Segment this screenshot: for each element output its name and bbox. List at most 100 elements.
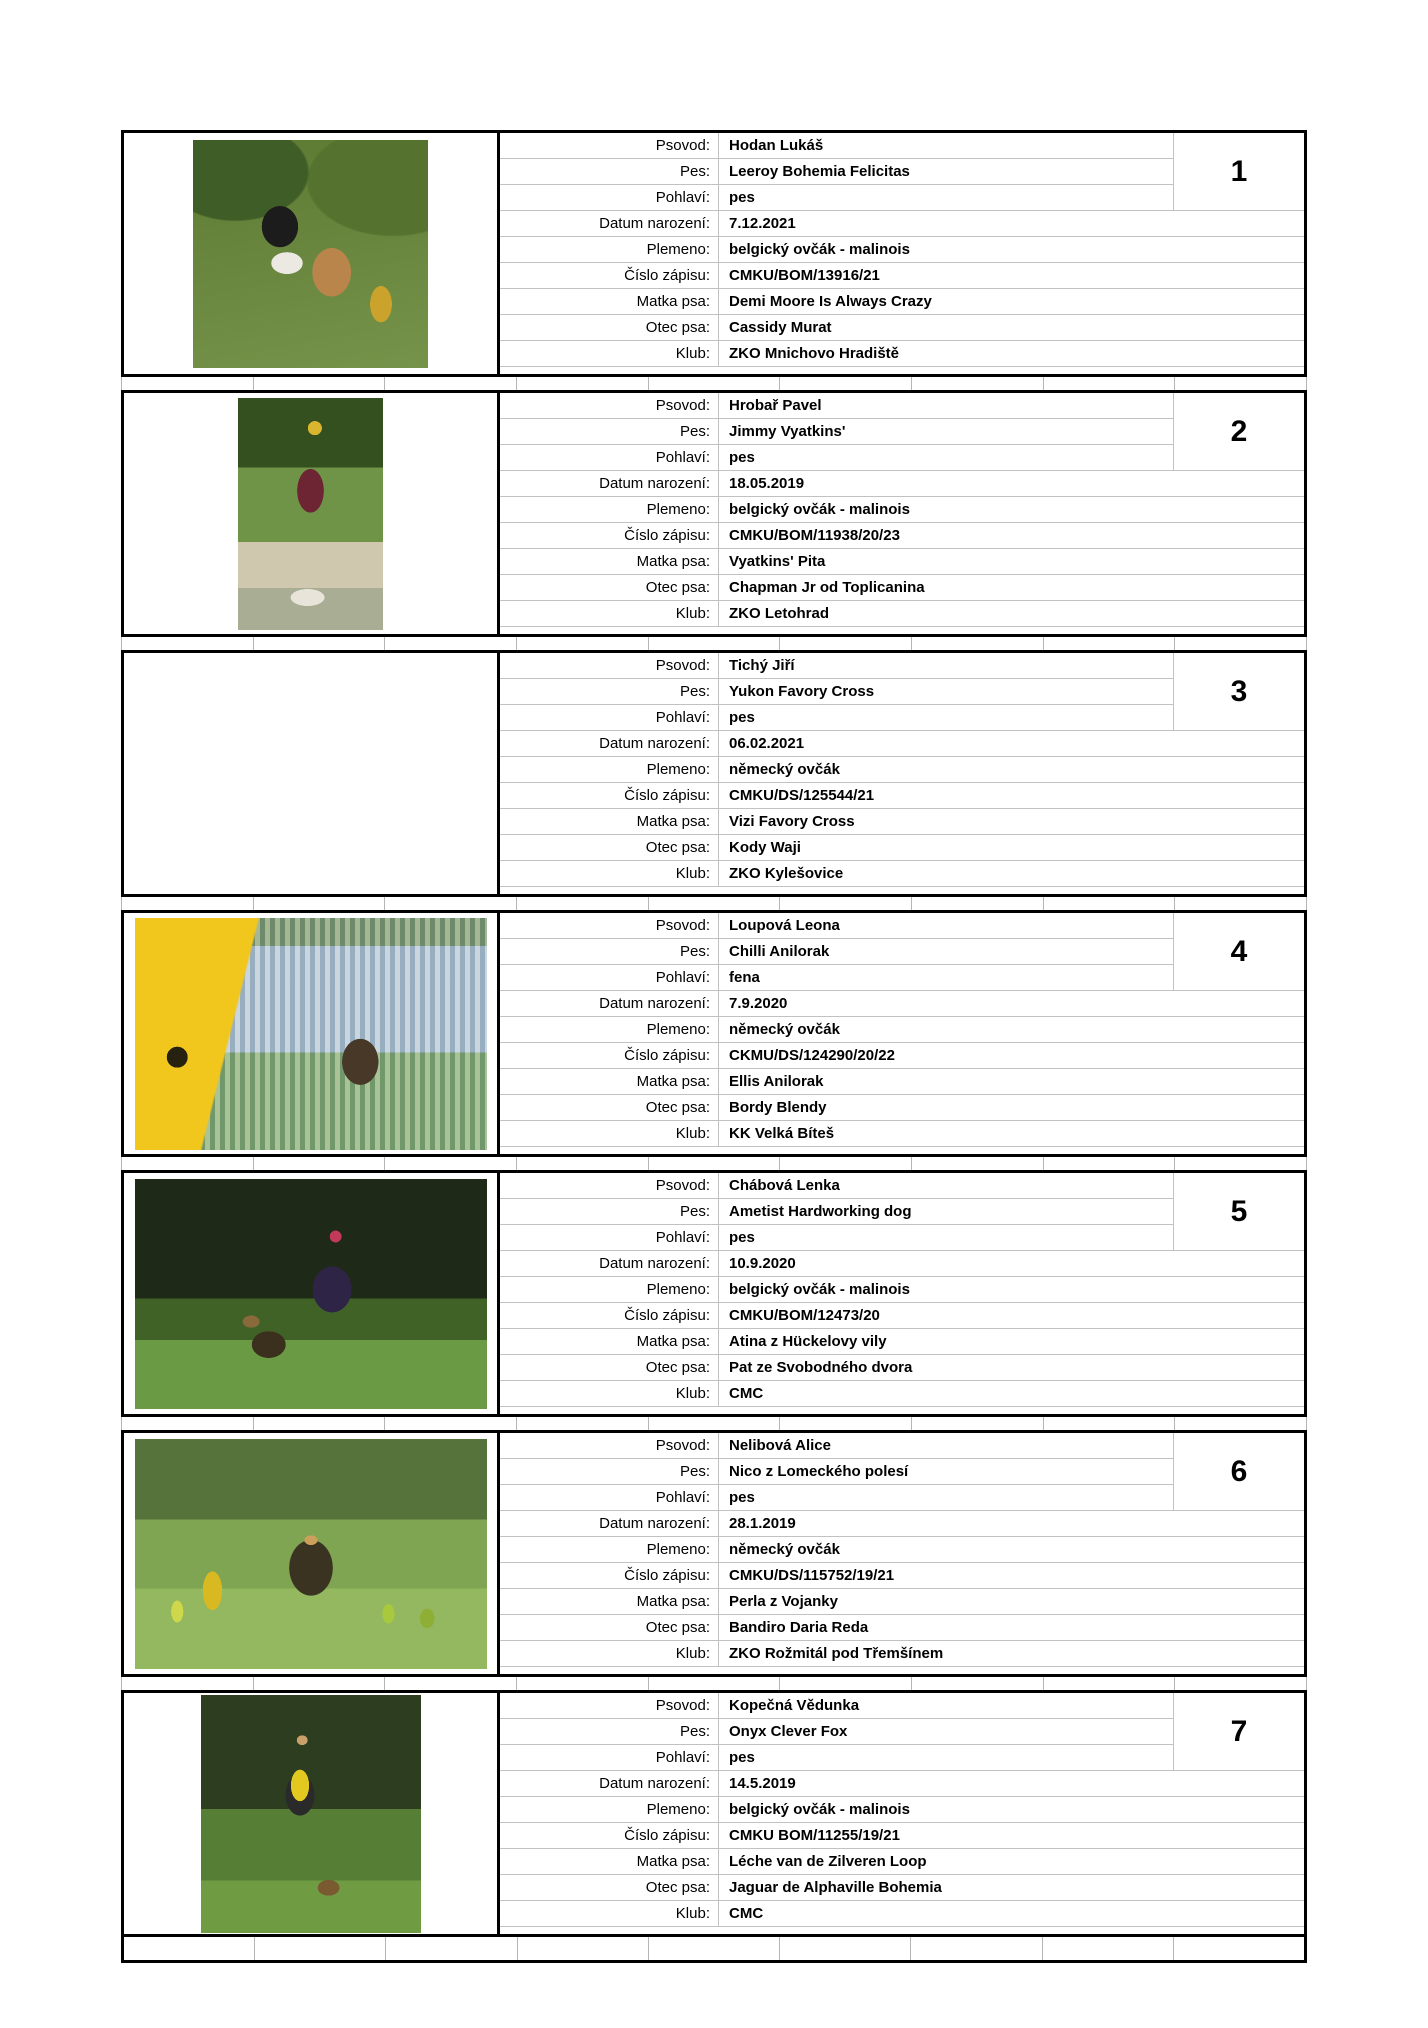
field-label: Číslo zápisu:: [624, 266, 710, 284]
field-value: ZKO Mnichovo Hradiště: [718, 340, 1304, 367]
field-label: Pohlaví:: [655, 448, 710, 466]
field-label: Plemeno:: [646, 1800, 710, 1818]
field-label: Pes:: [679, 1722, 710, 1740]
field-label: Číslo zápisu:: [624, 1566, 710, 1584]
grid-gap-row: [121, 377, 1307, 390]
entry-table-1: Psovod: Hodan Lukáš Pes: Leeroy Bohemia Fe…: [500, 132, 1304, 374]
field-label: Psovod:: [655, 1176, 710, 1194]
field-label: Datum narození:: [599, 734, 710, 752]
field-value: CMC: [718, 1900, 1304, 1927]
field-label: Plemeno:: [646, 500, 710, 518]
entry-number: 5: [1173, 1173, 1304, 1251]
field-label: Otec psa:: [645, 1878, 710, 1896]
table-row: Plemeno: belgický ovčák - malinois: [500, 1796, 1304, 1823]
table-row: Plemeno: německý ovčák: [500, 1536, 1304, 1563]
table-row: Pohlaví: fena: [500, 964, 1304, 991]
table-row: Pohlaví: pes: [500, 1484, 1304, 1511]
field-label: Klub:: [675, 1904, 710, 1922]
table-row: Pes: Jimmy Vyatkins': [500, 418, 1304, 445]
field-value: Pat ze Svobodného dvora: [718, 1354, 1304, 1381]
field-value: CMKU BOM/11255/19/21: [718, 1822, 1304, 1849]
field-value: Nico z Lomeckého polesí: [718, 1458, 1304, 1485]
table-row: Psovod: Tichý Jiří: [500, 652, 1304, 679]
photo-cell-7: [124, 1693, 500, 1934]
field-value: 10.9.2020: [718, 1250, 1304, 1277]
field-value: Perla z Vojanky: [718, 1588, 1304, 1615]
field-value: CMKU/DS/125544/21: [718, 782, 1304, 809]
field-label: Pohlaví:: [655, 1488, 710, 1506]
field-value: CMKU/BOM/12473/20: [718, 1302, 1304, 1329]
field-label: Pes:: [679, 162, 710, 180]
table-row: Datum narození: 28.1.2019: [500, 1510, 1304, 1537]
field-value: Atina z Hückelovy vily: [718, 1328, 1304, 1355]
entry-number: 2: [1173, 393, 1304, 471]
field-value: Chábová Lenka: [718, 1172, 1304, 1199]
entry-photo-7: [200, 1694, 421, 1933]
entry-number: 1: [1173, 133, 1304, 211]
field-label: Pohlaví:: [655, 1228, 710, 1246]
grid-gap-row: [121, 1157, 1307, 1170]
field-value: Demi Moore Is Always Crazy: [718, 288, 1304, 315]
entry-table-3: Psovod: Tichý Jiří Pes: Yukon Favory Cross…: [500, 652, 1304, 894]
field-label: Číslo zápisu:: [624, 1046, 710, 1064]
field-value: CMKU/BOM/11938/20/23: [718, 522, 1304, 549]
field-label: Pes:: [679, 1462, 710, 1480]
table-row: Datum narození: 7.9.2020: [500, 990, 1304, 1017]
field-value: 06.02.2021: [718, 730, 1304, 757]
photo-cell-5: [124, 1173, 500, 1414]
entry-table-7: Psovod: Kopečná Vědunka Pes: Onyx Clever F…: [500, 1692, 1304, 1934]
table-row: Pes: Nico z Lomeckého polesí: [500, 1458, 1304, 1485]
entry-number: 4: [1173, 913, 1304, 991]
table-row: Psovod: Kopečná Vědunka: [500, 1692, 1304, 1719]
field-value: Chilli Anilorak: [718, 938, 1304, 965]
field-value: německý ovčák: [718, 1536, 1304, 1563]
field-value: Vizi Favory Cross: [718, 808, 1304, 835]
field-value: pes: [718, 444, 1304, 471]
table-row: Otec psa: Cassidy Murat: [500, 314, 1304, 341]
entry-block-4: Psovod: Loupová Leona Pes: Chilli Anilorak…: [121, 910, 1307, 1157]
field-label: Plemeno:: [646, 760, 710, 778]
field-value: Vyatkins' Pita: [718, 548, 1304, 575]
field-label: Klub:: [675, 864, 710, 882]
field-label: Číslo zápisu:: [624, 526, 710, 544]
field-label: Otec psa:: [645, 1098, 710, 1116]
field-value: 7.9.2020: [718, 990, 1304, 1017]
field-value: Loupová Leona: [718, 912, 1304, 939]
field-label: Psovod:: [655, 396, 710, 414]
table-row: Pes: Chilli Anilorak: [500, 938, 1304, 965]
field-value: pes: [718, 184, 1304, 211]
table-row: Číslo zápisu: CMKU/BOM/13916/21: [500, 262, 1304, 289]
field-label: Otec psa:: [645, 318, 710, 336]
entry-number: 6: [1173, 1433, 1304, 1511]
field-value: Bordy Blendy: [718, 1094, 1304, 1121]
field-value: belgický ovčák - malinois: [718, 1796, 1304, 1823]
field-label: Matka psa:: [636, 1852, 710, 1870]
table-row: Pes: Onyx Clever Fox: [500, 1718, 1304, 1745]
photo-cell-1: [124, 133, 500, 374]
table-row: Datum narození: 10.9.2020: [500, 1250, 1304, 1277]
field-label: Datum narození:: [599, 1254, 710, 1272]
field-value: 28.1.2019: [718, 1510, 1304, 1537]
field-label: Klub:: [675, 1124, 710, 1142]
table-row: Psovod: Nelibová Alice: [500, 1432, 1304, 1459]
field-label: Klub:: [675, 604, 710, 622]
table-row: Klub: ZKO Letohrad: [500, 600, 1304, 627]
field-label: Psovod:: [655, 656, 710, 674]
field-value: německý ovčák: [718, 756, 1304, 783]
field-label: Otec psa:: [645, 1618, 710, 1636]
field-label: Číslo zápisu:: [624, 1826, 710, 1844]
field-value: Hrobař Pavel: [718, 392, 1304, 419]
field-label: Psovod:: [655, 1696, 710, 1714]
table-row: Pohlaví: pes: [500, 444, 1304, 471]
field-label: Matka psa:: [636, 1332, 710, 1350]
field-value: pes: [718, 704, 1304, 731]
table-row: Plemeno: belgický ovčák - malinois: [500, 496, 1304, 523]
field-value: ZKO Rožmitál pod Třemšínem: [718, 1640, 1304, 1667]
field-value: Kody Waji: [718, 834, 1304, 861]
field-label: Pohlaví:: [655, 708, 710, 726]
field-label: Datum narození:: [599, 994, 710, 1012]
table-row: Číslo zápisu: CMKU/BOM/11938/20/23: [500, 522, 1304, 549]
table-row: Otec psa: Pat ze Svobodného dvora: [500, 1354, 1304, 1381]
field-label: Pes:: [679, 682, 710, 700]
entry-block-5: Psovod: Chábová Lenka Pes: Ametist Hardwor…: [121, 1170, 1307, 1417]
